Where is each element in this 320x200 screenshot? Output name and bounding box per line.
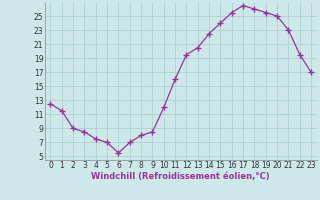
X-axis label: Windchill (Refroidissement éolien,°C): Windchill (Refroidissement éolien,°C): [92, 172, 270, 181]
